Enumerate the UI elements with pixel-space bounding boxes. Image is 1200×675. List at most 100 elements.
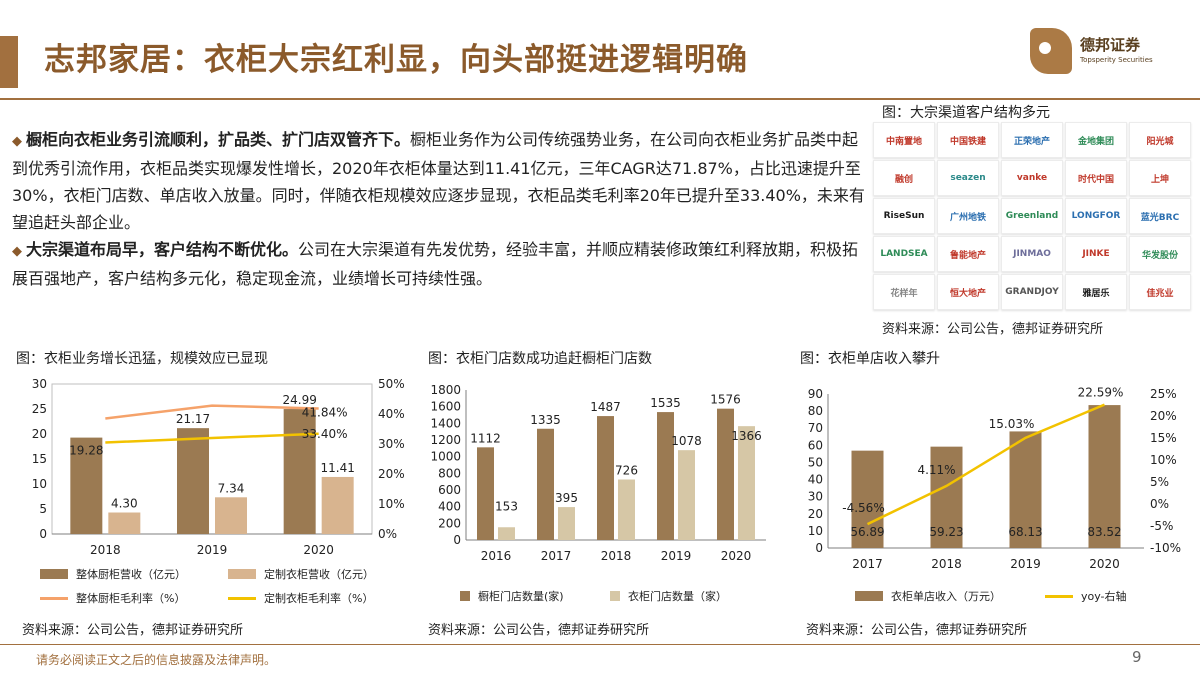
- bar: [1009, 431, 1042, 548]
- x-tick-label: 2019: [661, 549, 692, 563]
- client-logo-grid: 中南置地 中国铁建 正荣地产 金地集团 阳光城 融创 seazen vanke 时代中国 上坤 Ri…: [873, 122, 1191, 312]
- bar: [108, 512, 141, 534]
- series-line: [105, 404, 319, 420]
- chart1-legend-label: 整体厨柜毛利率（%）: [76, 592, 186, 605]
- y2-tick-label: 0%: [1150, 497, 1169, 511]
- client-logo: JINKE: [1065, 236, 1127, 272]
- data-label: 24.99: [282, 393, 316, 407]
- client-logo: 蓝光BRC: [1129, 198, 1191, 234]
- y-tick-label: 800: [438, 466, 461, 480]
- y-tick-label: 400: [438, 500, 461, 514]
- bullet-heading: 大宗渠道布局早，客户结构不断优化。: [26, 240, 299, 259]
- y-tick-label: 1800: [430, 383, 461, 397]
- bar: [558, 507, 575, 540]
- chart1-legend-label: 定制衣柜毛利率（%）: [264, 592, 374, 605]
- client-logo: 花样年: [873, 274, 935, 310]
- y2-tick-label: 20%: [1150, 409, 1177, 423]
- bullet-item: ◆ 大宗渠道布局早，客户结构不断优化。公司在大宗渠道有先发优势，经验丰富，并顺应精…: [12, 236, 874, 292]
- x-tick-label: 2017: [852, 557, 883, 571]
- chart3-source: 资料来源：公司公告，德邦证券研究所: [806, 623, 1028, 638]
- y2-tick-label: 25%: [1150, 387, 1177, 401]
- y2-tick-label: 5%: [1150, 475, 1169, 489]
- bar: [215, 497, 247, 534]
- y-tick-label: 0: [815, 541, 823, 555]
- chart1-legend-label: 整体厨柜营收（亿元）: [76, 568, 186, 581]
- data-label: 19.28: [69, 444, 103, 458]
- client-logo: GRANDJOY: [1001, 274, 1063, 310]
- y2-tick-label: 30%: [378, 437, 405, 451]
- y-tick-label: 25: [32, 402, 47, 416]
- bullet-text: 公司在大宗渠道有先发优势，经验丰富，并顺应精装修政策红利释放期，积极拓展百强地产…: [12, 240, 859, 288]
- client-logo: 佳兆业: [1129, 274, 1191, 310]
- y-tick-label: 60: [808, 438, 823, 452]
- y-tick-label: 0: [39, 527, 47, 541]
- page-title: 志邦家居：衣柜大宗红利显，向头部挺进逻辑明确: [44, 42, 748, 78]
- data-label: 1576: [710, 393, 741, 407]
- chart1-title: 图：衣柜业务增长迅猛，规模效应已显现: [16, 351, 268, 367]
- chart2-legend-item: 橱柜门店数量(家): [460, 588, 564, 604]
- chart1-legend-item: 定制衣柜毛利率（%）: [228, 590, 373, 606]
- x-tick-label: 2019: [1010, 557, 1041, 571]
- client-logo: 上坤: [1129, 160, 1191, 196]
- data-label: 59.23: [929, 525, 963, 539]
- chart1-legend-label: 定制衣柜营收（亿元）: [264, 568, 374, 581]
- data-label: 1335: [530, 413, 561, 427]
- y-tick-label: 1000: [430, 450, 461, 464]
- data-label: 1366: [731, 429, 762, 443]
- bar: [738, 426, 755, 540]
- x-tick-label: 2017: [541, 549, 572, 563]
- x-tick-label: 2019: [197, 543, 228, 557]
- y-tick-label: 1600: [430, 400, 461, 414]
- y-tick-label: 0: [453, 533, 461, 547]
- client-logo: 广州地铁: [937, 198, 999, 234]
- data-label: 1487: [590, 400, 621, 414]
- y2-tick-label: -10%: [1150, 541, 1181, 555]
- bar: [537, 428, 554, 540]
- logo-name-en: Topsperity Securities: [1080, 56, 1153, 64]
- y-tick-label: 10: [808, 524, 823, 538]
- data-label: 41.84%: [302, 405, 348, 419]
- bar: [930, 446, 963, 548]
- bar: [618, 479, 635, 540]
- y-tick-label: 20: [808, 507, 823, 521]
- client-logo: 时代中国: [1065, 160, 1127, 196]
- bar: [597, 416, 614, 540]
- y-tick-label: 30: [808, 490, 823, 504]
- y2-tick-label: -5%: [1150, 519, 1173, 533]
- y-tick-label: 5: [39, 502, 47, 516]
- bar: [177, 428, 209, 534]
- client-logo: 融创: [873, 160, 935, 196]
- series-line: [866, 403, 1105, 526]
- series-line: [105, 432, 319, 444]
- footer-divider: [0, 644, 1200, 645]
- data-label: 4.30: [111, 497, 138, 511]
- data-label: 15.03%: [989, 417, 1035, 431]
- y-tick-label: 1400: [430, 416, 461, 430]
- data-label: 7.34: [218, 481, 245, 495]
- title-accent-bar: [0, 36, 18, 88]
- chart1-legend-item: 整体厨柜营收（亿元）: [40, 566, 186, 582]
- x-tick-label: 2018: [90, 543, 121, 557]
- y-tick-label: 1200: [430, 433, 461, 447]
- chart3-svg: 0 10 20 30 40 50 60 70 80 90 -10% -5% 0% 5% 10% 15% 20% 2…: [808, 386, 1181, 571]
- client-logo: 中国铁建: [937, 122, 999, 158]
- footer-disclaimer: 请务必阅读正文之后的信息披露及法律声明。: [36, 653, 277, 667]
- bar: [498, 527, 515, 540]
- bar: [283, 409, 316, 534]
- client-logo: LONGFOR: [1065, 198, 1127, 234]
- client-logo: vanke: [1001, 160, 1063, 196]
- client-logo: Greenland: [1001, 198, 1063, 234]
- y-tick-label: 50: [808, 455, 823, 469]
- data-label: 153: [495, 499, 518, 513]
- chart3-legend-item: yoy-右轴: [1045, 588, 1127, 604]
- client-logo: JINMAO: [1001, 236, 1063, 272]
- company-logo: 德邦证券 Topsperity Securities: [1030, 28, 1180, 78]
- data-label: 83.52: [1087, 525, 1121, 539]
- data-label: 1078: [671, 434, 702, 448]
- bar: [70, 437, 103, 534]
- x-tick-label: 2018: [931, 557, 962, 571]
- client-logo: 雅居乐: [1065, 274, 1127, 310]
- y2-tick-label: 40%: [378, 407, 405, 421]
- y-tick-label: 80: [808, 404, 823, 418]
- data-label: 726: [615, 464, 638, 478]
